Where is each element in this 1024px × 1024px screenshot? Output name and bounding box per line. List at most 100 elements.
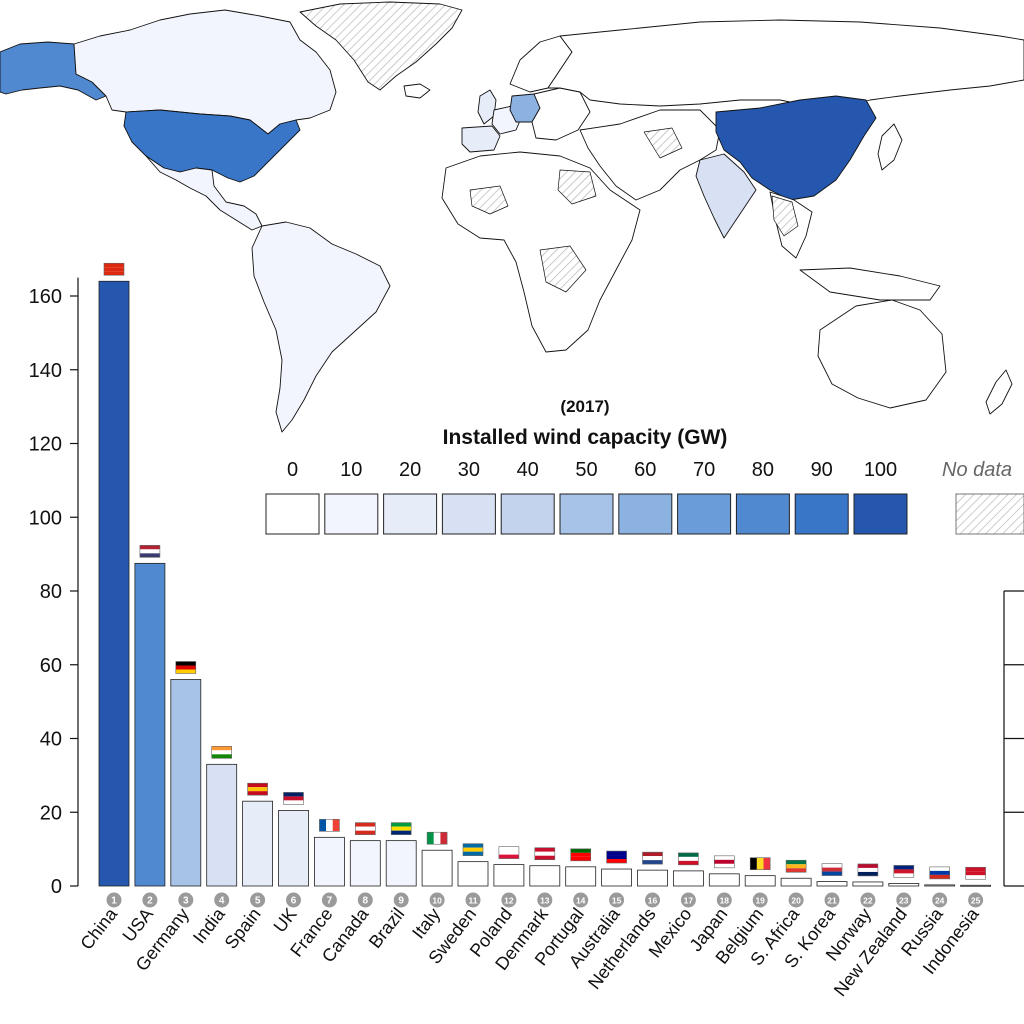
flag-new-zealand	[893, 865, 915, 878]
legend-level-label: 30	[458, 459, 480, 481]
map-region-middle-east	[579, 109, 721, 201]
map-region-new-zealand	[985, 369, 1013, 415]
rank-badge-number: 14	[576, 896, 586, 906]
rank-badge	[968, 892, 984, 908]
rank-badge	[932, 892, 948, 908]
bar-usa	[134, 562, 166, 887]
bar-denmark	[529, 865, 561, 887]
legend: (2017) Installed wind capacity (GW) 0 10 2…	[265, 397, 1024, 535]
rank-badge-number: 8	[363, 896, 369, 907]
bar-sweden	[457, 861, 489, 887]
legend-swatch	[441, 493, 496, 535]
y-tick-label: 20	[40, 802, 62, 824]
rank-badge	[716, 892, 732, 908]
legend-subtitle: (2017)	[560, 397, 609, 416]
legend-level-label: 60	[634, 459, 656, 481]
x-tick-label: Spain	[221, 904, 265, 953]
y-tick-label: 140	[29, 360, 62, 382]
flag-poland	[498, 846, 520, 859]
bar-new-zealand	[888, 883, 920, 887]
legend-level-label: 90	[811, 459, 833, 481]
rank-badge-number: 23	[899, 896, 909, 906]
flag-mexico	[678, 852, 699, 866]
flags	[103, 262, 986, 880]
bar-netherlands	[637, 869, 668, 887]
flag-usa	[139, 545, 161, 558]
bars	[98, 280, 991, 887]
legend-level-label: 100	[864, 459, 897, 481]
rank-badge-number: 16	[648, 896, 658, 906]
legend-swatch	[735, 493, 790, 535]
rank-badge	[286, 892, 301, 908]
x-tick-label: UK	[269, 904, 300, 936]
map-region-japan	[877, 123, 903, 171]
bar-australia	[601, 868, 632, 887]
x-tick-label: Brazil	[365, 904, 408, 952]
rank-badge-number: 7	[327, 896, 333, 907]
rank-badge-number: 24	[935, 896, 945, 906]
legend-swatch	[559, 493, 614, 535]
rank-badge	[573, 892, 589, 908]
legend-level-label: 80	[752, 459, 774, 481]
bar-china	[98, 280, 130, 887]
legend-swatch	[853, 493, 908, 535]
legend-levels: 0 10 20 30 40 50 60 70 80 90 100	[287, 459, 897, 481]
map-region-canada	[73, 9, 337, 135]
legend-swatch	[265, 493, 320, 535]
bar-belgium	[744, 875, 776, 887]
bar-norway	[852, 881, 884, 887]
rank-badge-number: 4	[219, 896, 225, 907]
bar-indonesia	[960, 884, 991, 887]
y-tick-label: 0	[51, 876, 62, 898]
flag-uk	[283, 792, 304, 805]
legend-level-label: 40	[517, 459, 539, 481]
map-no-data-area	[557, 169, 597, 205]
flag-norway	[857, 863, 879, 877]
bar-italy	[421, 849, 453, 887]
bar-poland	[493, 864, 525, 887]
rank-badge-number: 21	[827, 896, 837, 906]
world-map	[0, 1, 1024, 433]
rank-badge	[214, 892, 230, 908]
rank-badge	[896, 892, 912, 908]
bar-uk	[278, 810, 309, 887]
rank-badge	[824, 892, 840, 908]
flag-china	[103, 262, 125, 276]
map-region-south-america	[251, 221, 391, 433]
rank-badges: 1 2 3 4 5 6 7 8 9 10 11 12 13 14 15 16 17 18 19 20 21 22 23 24 2…	[106, 892, 984, 908]
legend-swatch	[618, 493, 673, 535]
rank-badge-number: 12	[504, 896, 514, 906]
flag-spain	[247, 782, 268, 796]
rank-badge	[178, 892, 194, 908]
rank-badge-number: 11	[469, 896, 478, 906]
legend-swatch	[500, 493, 555, 535]
flag-germany	[175, 661, 197, 674]
map-region-china	[715, 95, 877, 201]
rank-badge	[429, 892, 445, 908]
bar-japan	[708, 873, 740, 887]
y-tick-label: 60	[40, 655, 62, 677]
rank-badge	[788, 892, 804, 908]
rank-badge	[250, 892, 266, 908]
map-no-data-area	[469, 185, 509, 215]
bar-mexico	[673, 870, 704, 887]
flag-indonesia	[965, 866, 986, 880]
rank-badge	[645, 892, 660, 908]
flag-france	[319, 819, 340, 832]
legend-swatch	[794, 493, 849, 535]
flag-india	[211, 746, 232, 759]
map-region-australia	[817, 299, 947, 409]
rank-badge-number: 2	[147, 896, 153, 907]
y-tick-label: 160	[29, 286, 62, 308]
flag-portugal	[570, 848, 592, 862]
bar-india	[206, 763, 238, 887]
map-region-iceland	[403, 83, 431, 99]
y-tick-label: 80	[40, 581, 62, 603]
rank-badge-number: 18	[720, 896, 730, 906]
flag-italy	[426, 831, 448, 845]
rank-badge	[106, 892, 122, 908]
bar-portugal	[565, 866, 597, 887]
rank-badge	[752, 892, 768, 908]
map-no-data-area	[539, 245, 587, 293]
